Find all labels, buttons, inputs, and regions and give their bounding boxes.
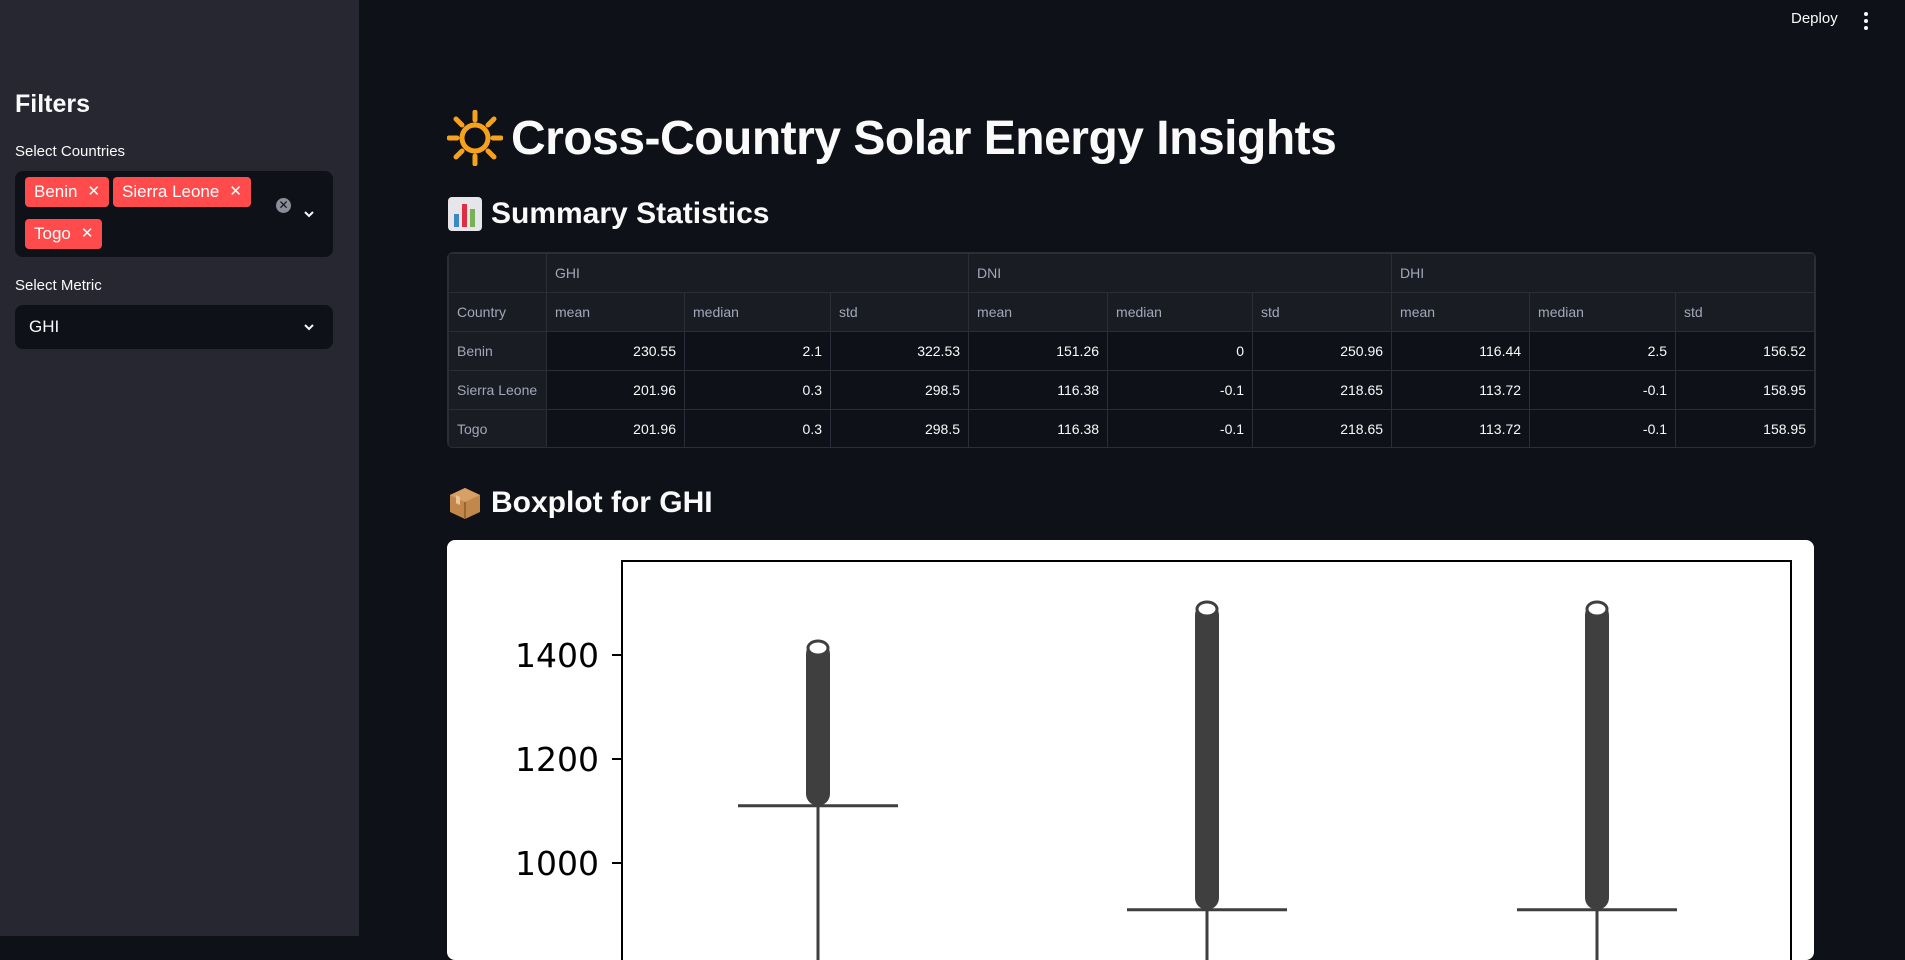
deploy-button[interactable]: Deploy — [1791, 10, 1838, 27]
table-cell: 116.44 — [1391, 331, 1531, 371]
table-header-row: Country mean median std mean median std … — [448, 292, 1815, 332]
table-cell: 322.53 — [829, 331, 970, 371]
table-cell: 113.72 — [1391, 409, 1531, 447]
more-menu-icon[interactable] — [1861, 11, 1871, 31]
table-cell: 218.65 — [1252, 409, 1393, 447]
column-header[interactable]: std — [829, 292, 970, 332]
outlier-points — [1195, 603, 1219, 910]
countries-label: Select Countries — [15, 143, 126, 160]
page-title-text: Cross-Country Solar Energy Insights — [511, 111, 1337, 165]
column-group-header: DNI — [968, 253, 1393, 293]
sidebar: Filters Select Countries Benin ✕ Sierra … — [0, 0, 359, 936]
country-tag-label: Togo — [34, 224, 71, 243]
y-tick-label: 1000 — [515, 844, 599, 883]
column-header[interactable]: std — [1252, 292, 1393, 332]
summary-heading-text: Summary Statistics — [491, 197, 770, 231]
column-header[interactable]: mean — [546, 292, 685, 332]
column-group-header: DHI — [1391, 253, 1815, 293]
sidebar-title: Filters — [15, 90, 91, 118]
table-cell: 116.38 — [968, 370, 1109, 410]
table-cell: 158.95 — [1675, 370, 1815, 410]
table-cell: 158.95 — [1675, 409, 1815, 447]
clear-all-icon[interactable]: ✕ — [276, 198, 291, 213]
table-cell: 250.96 — [1252, 331, 1393, 371]
table-row: Sierra Leone 201.96 0.3 298.5 116.38 -0.… — [448, 370, 1815, 410]
index-header[interactable]: Country — [448, 292, 547, 332]
chevron-down-icon[interactable] — [302, 207, 316, 221]
table-cell: -0.1 — [1529, 370, 1677, 410]
table-cell: 2.5 — [1529, 331, 1677, 371]
remove-tag-icon[interactable]: ✕ — [229, 183, 242, 200]
table-cell: 113.72 — [1391, 370, 1531, 410]
summary-heading: Summary Statistics — [447, 196, 769, 232]
table-cell: 201.96 — [546, 409, 685, 447]
countries-multiselect[interactable]: Benin ✕ Sierra Leone ✕ Togo ✕ ✕ — [15, 171, 333, 257]
metric-label: Select Metric — [15, 277, 102, 294]
table-cell: 156.52 — [1675, 331, 1815, 371]
table-cell: -0.1 — [1107, 409, 1254, 447]
summary-table: GHI DNI DHI Country mean median std mean… — [447, 252, 1816, 448]
table-row: Togo 201.96 0.3 298.5 116.38 -0.1 218.65… — [448, 409, 1815, 447]
table-cell: 151.26 — [968, 331, 1109, 371]
chevron-down-icon[interactable] — [302, 320, 316, 334]
table-cell: 0.3 — [684, 409, 831, 447]
column-group-header: GHI — [545, 253, 970, 293]
box-series-1 — [738, 639, 898, 960]
metric-select[interactable]: GHI — [15, 305, 333, 349]
table-cell: -0.1 — [1529, 409, 1677, 447]
metric-select-value: GHI — [29, 317, 60, 336]
row-label: Benin — [448, 331, 547, 371]
outlier-marker — [1195, 600, 1219, 618]
country-tag: Sierra Leone ✕ — [113, 177, 251, 207]
y-tick-label: 1400 — [515, 636, 599, 675]
plot-frame — [621, 560, 1792, 960]
boxplot-chart: 1000 1200 1400 — [447, 540, 1814, 960]
sun-icon — [447, 110, 503, 167]
table-cell: 201.96 — [546, 370, 685, 410]
outlier-points — [1585, 603, 1609, 910]
table-cell: 218.65 — [1252, 370, 1393, 410]
row-label: Sierra Leone — [448, 370, 547, 410]
y-tick-label: 1200 — [515, 740, 599, 779]
boxplot-svg: 1000 1200 1400 — [515, 560, 1792, 960]
table-cell: 298.5 — [829, 409, 970, 447]
column-header[interactable]: median — [684, 292, 831, 332]
table-cell: 2.1 — [684, 331, 831, 371]
table-cell: 116.38 — [968, 409, 1109, 447]
row-label: Togo — [448, 409, 547, 447]
table-cell: -0.1 — [1107, 370, 1254, 410]
outlier-marker — [1585, 600, 1609, 618]
column-header[interactable]: std — [1675, 292, 1815, 332]
outlier-marker — [806, 639, 830, 657]
box-series-2 — [1127, 600, 1287, 960]
table-cell: 298.5 — [829, 370, 970, 410]
box-series-3 — [1517, 600, 1677, 960]
column-header[interactable]: mean — [968, 292, 1109, 332]
column-header[interactable]: mean — [1391, 292, 1531, 332]
table-cell: 230.55 — [546, 331, 685, 371]
table-cell: 0 — [1107, 331, 1254, 371]
table-row: Benin 230.55 2.1 322.53 151.26 0 250.96 … — [448, 331, 1815, 371]
table-corner — [448, 253, 547, 293]
column-header[interactable]: median — [1529, 292, 1677, 332]
bar-chart-icon — [448, 197, 482, 232]
table-header-row: GHI DNI DHI — [448, 253, 1815, 293]
table-cell: 0.3 — [684, 370, 831, 410]
remove-tag-icon[interactable]: ✕ — [87, 183, 101, 200]
package-icon — [450, 488, 480, 520]
outlier-points — [806, 642, 830, 806]
remove-tag-icon[interactable]: ✕ — [80, 225, 94, 242]
column-header[interactable]: median — [1107, 292, 1254, 332]
boxplot-heading-text: Boxplot for GHI — [491, 486, 713, 520]
country-tag-label: Benin — [34, 182, 78, 201]
page-title: Cross-Country Solar Energy Insights — [447, 108, 1337, 167]
boxplot-heading: Boxplot for GHI — [447, 485, 713, 521]
country-tag: Togo ✕ — [25, 219, 103, 249]
country-tag-label: Sierra Leone — [122, 182, 220, 201]
country-tag: Benin ✕ — [25, 177, 110, 207]
